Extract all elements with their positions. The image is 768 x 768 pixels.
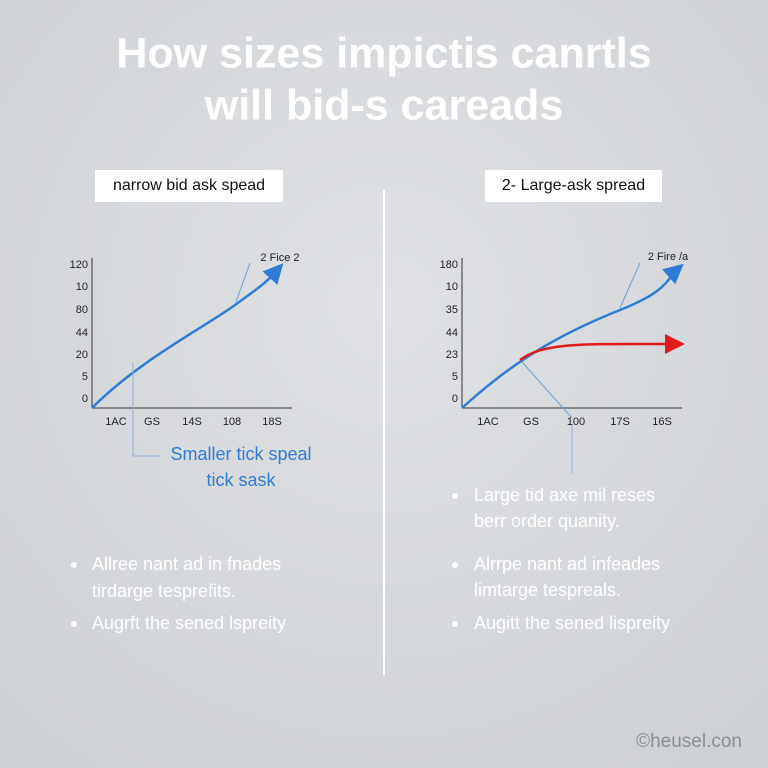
watermark: ©heusel.con xyxy=(636,731,742,752)
y-tick-label: 10 xyxy=(76,281,88,293)
y-tick-label: 35 xyxy=(446,304,458,316)
x-tick-label: 14S xyxy=(182,416,202,428)
y-tick-label: 23 xyxy=(446,349,458,361)
callout: Smaller tick speal xyxy=(170,444,311,464)
y-tick-label: 0 xyxy=(452,393,458,405)
curve xyxy=(461,263,684,409)
bullet-text: Allree nant ad in fnades xyxy=(92,554,281,574)
x-tick-label: GS xyxy=(144,416,160,428)
bullet-dot xyxy=(71,562,77,568)
bullet-dot xyxy=(452,562,458,568)
x-tick-label: 100 xyxy=(567,416,585,428)
bullet-dot xyxy=(452,493,458,499)
x-tick-label: 1AC xyxy=(477,416,498,428)
bullet-text: tirdarge tesprefits. xyxy=(92,581,236,601)
y-tick-label: 10 xyxy=(446,281,458,293)
x-tick-label: 18S xyxy=(262,416,282,428)
y-tick-label: 5 xyxy=(82,371,88,383)
callout: Large tid axe mil reses xyxy=(474,485,655,505)
bullet-dot xyxy=(71,621,77,627)
leader xyxy=(132,362,160,457)
x-tick-label: 16S xyxy=(652,416,672,428)
y-tick-label: 44 xyxy=(446,327,458,339)
y-tick-label: 5 xyxy=(452,371,458,383)
annotation: 2 Fire /a xyxy=(648,251,689,263)
x-tick-label: 17S xyxy=(610,416,630,428)
y-tick-label: 180 xyxy=(440,259,458,271)
right-chart xyxy=(461,258,685,474)
callout: tick sask xyxy=(206,470,276,490)
title-line: will bid-s careads xyxy=(204,81,563,129)
y-tick-label: 44 xyxy=(76,327,88,339)
curve xyxy=(91,263,284,409)
y-tick-label: 20 xyxy=(76,349,88,361)
leader xyxy=(619,262,641,309)
bullet-text: Alrrpe nant ad infeades xyxy=(474,554,660,574)
bullet-text: limtarge tespreals. xyxy=(474,580,621,600)
left-chart xyxy=(91,258,292,457)
x-tick-label: 1AC xyxy=(105,416,126,428)
panel-label: 2- Large-ask spread xyxy=(502,177,645,194)
y-tick-label: 120 xyxy=(70,259,88,271)
annotation: 2 Fice 2 xyxy=(260,252,299,264)
bullet-dot xyxy=(452,621,458,627)
leader xyxy=(235,262,251,303)
panel-label: narrow bid ask spead xyxy=(113,177,265,194)
title-line: How sizes impictis canrtls xyxy=(116,29,651,77)
bullet-text: Augitt the sened lispreity xyxy=(474,613,670,633)
y-tick-label: 0 xyxy=(82,393,88,405)
label-box xyxy=(95,170,283,202)
y-tick-label: 80 xyxy=(76,304,88,316)
curve xyxy=(519,333,685,362)
x-tick-label: 108 xyxy=(223,416,241,428)
x-tick-label: GS xyxy=(523,416,539,428)
bullet-text: Augrft the sened lspreity xyxy=(92,613,286,633)
callout: berr order quanity. xyxy=(474,511,620,531)
leader xyxy=(521,361,573,419)
label-box xyxy=(485,170,662,202)
